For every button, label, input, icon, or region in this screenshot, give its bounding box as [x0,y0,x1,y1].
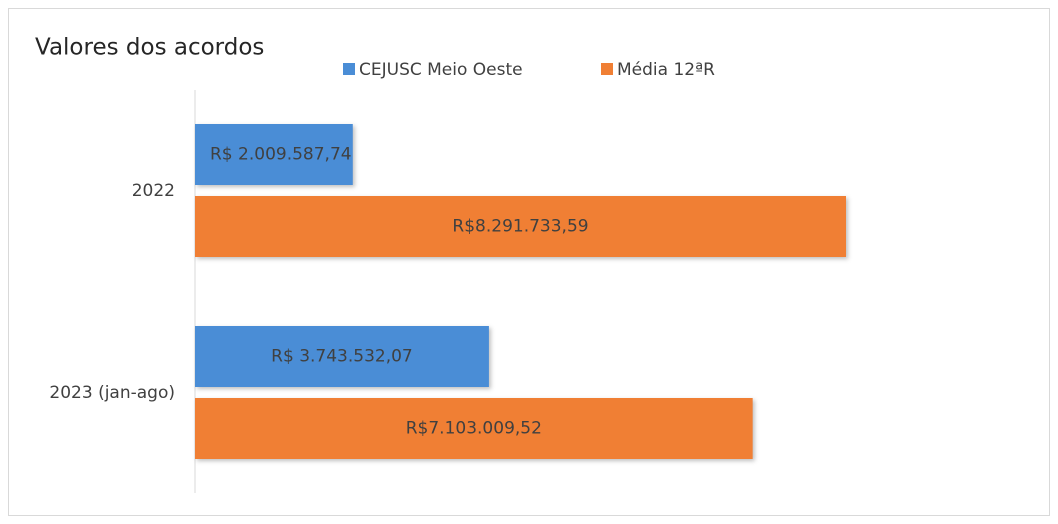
legend-swatch [601,63,613,75]
category-label: 2023 (jan-ago) [49,383,175,403]
value-label: R$ 2.009.587,74 [210,145,352,165]
value-label: R$ 3.743.532,07 [271,347,413,367]
value-label: R$7.103.009,52 [406,419,542,439]
chart-title: Valores dos acordos [35,35,264,61]
legend-label: Média 12ªR [617,60,715,80]
category-label: 2022 [132,181,175,201]
bar [195,398,753,459]
bar [195,124,353,185]
legend-swatch [343,63,355,75]
legend-label: CEJUSC Meio Oeste [359,60,523,80]
bar [195,196,846,257]
value-label: R$8.291.733,59 [452,217,588,237]
bar [195,326,489,387]
